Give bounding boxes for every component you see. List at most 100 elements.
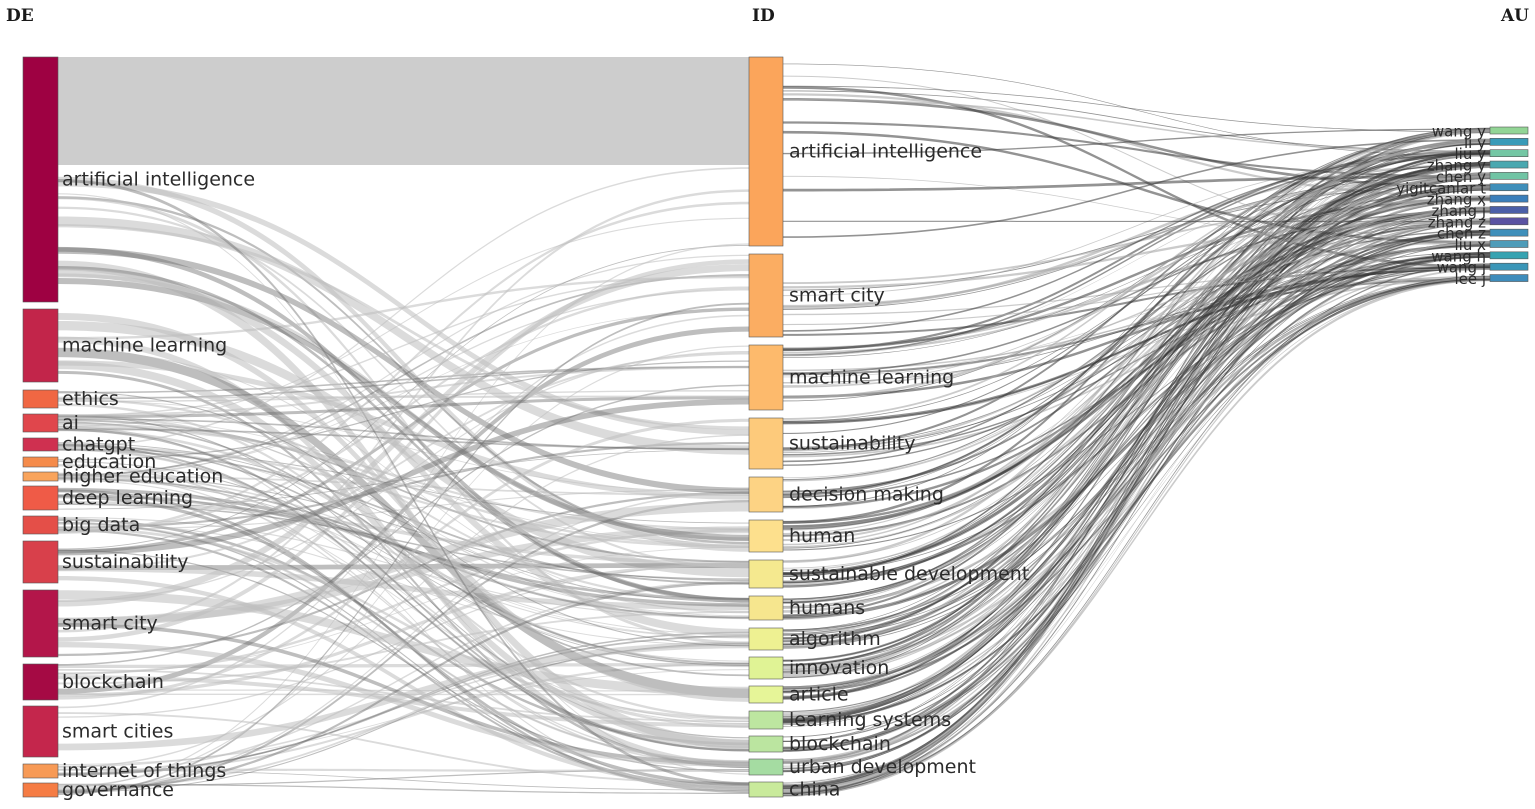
link-de-id — [58, 400, 749, 493]
link-de-id — [58, 366, 749, 417]
link-de-id — [58, 309, 749, 477]
link-id-au — [783, 241, 1490, 724]
link-de-id — [58, 193, 749, 775]
label-au-chen-z: chen z — [1437, 225, 1486, 243]
link-de-id — [58, 195, 749, 645]
link-de-id — [58, 206, 749, 569]
link-de-id — [58, 419, 749, 563]
node-id-humans — [748, 595, 784, 621]
link-id-au — [783, 63, 1490, 157]
link-de-id — [58, 268, 749, 638]
link-id-au — [783, 223, 1490, 569]
link-id-au — [783, 276, 1490, 674]
link-de-id — [58, 675, 749, 728]
link-de-id — [58, 418, 749, 451]
link-de-id — [58, 265, 749, 602]
link-de-id — [58, 487, 749, 607]
link-de-id — [58, 398, 749, 603]
label-au-liu-x: liu x — [1455, 236, 1487, 254]
node-de-ethics — [22, 389, 59, 409]
link-de-id — [58, 312, 749, 702]
link-id-au — [783, 183, 1490, 698]
link-id-au — [783, 127, 1490, 577]
link-id-au — [783, 151, 1490, 496]
link-de-id — [58, 243, 749, 789]
link-de-id — [58, 783, 749, 795]
link-de-id — [58, 414, 749, 620]
link-de-id — [58, 448, 749, 585]
link-id-au — [783, 152, 1490, 332]
link-de-id — [58, 712, 749, 785]
link-id-au — [783, 275, 1490, 749]
link-id-au — [783, 172, 1490, 531]
link-id-au — [783, 224, 1490, 454]
link-de-id — [58, 503, 749, 580]
link-id-au — [783, 130, 1490, 793]
link-de-id — [58, 526, 749, 720]
link-de-id — [58, 590, 749, 696]
link-id-au — [783, 230, 1490, 770]
link-id-au — [783, 195, 1490, 645]
node-au-zhang-x — [1489, 194, 1529, 203]
link-de-id — [58, 494, 749, 787]
label-id-innovation: innovation — [789, 657, 889, 679]
link-de-id — [58, 580, 749, 775]
link-id-au — [783, 231, 1490, 679]
label-id-sustainability: sustainability — [789, 433, 916, 455]
link-id-au — [783, 188, 1490, 463]
link-id-au — [783, 185, 1490, 693]
link-de-id — [58, 434, 749, 768]
link-id-au — [783, 93, 1490, 198]
link-id-au — [783, 86, 1490, 269]
link-de-id — [58, 178, 749, 786]
link-de-id — [58, 274, 749, 417]
link-id-au — [783, 209, 1490, 374]
link-id-au — [783, 130, 1490, 245]
node-id-china — [748, 781, 784, 798]
link-id-au — [783, 241, 1490, 388]
link-de-id — [58, 384, 749, 666]
link-de-id — [58, 526, 749, 625]
label-de-governance: governance — [62, 779, 174, 801]
link-de-id — [58, 768, 749, 787]
link-de-id — [58, 396, 749, 419]
link-de-id — [58, 391, 749, 647]
link-id-au — [783, 220, 1490, 289]
link-de-id — [58, 302, 749, 795]
node-au-zhang-y — [1489, 160, 1529, 169]
link-id-au — [783, 233, 1490, 765]
link-de-id — [58, 529, 749, 790]
link-id-au — [783, 175, 1490, 542]
link-de-id — [58, 314, 749, 709]
node-de-smart-city — [22, 589, 59, 658]
link-id-au — [783, 139, 1490, 649]
link-id-au — [783, 188, 1490, 723]
label-au-zhang-x: zhang x — [1427, 191, 1486, 209]
node-de-education — [22, 456, 59, 468]
column-header-de: DE — [6, 6, 34, 26]
link-id-au — [783, 186, 1490, 787]
link-id-au — [783, 277, 1490, 694]
link-id-au — [783, 265, 1490, 336]
label-id-smart-city: smart city — [789, 285, 885, 307]
link-de-id — [58, 428, 749, 450]
link-de-id — [58, 217, 749, 428]
link-id-au — [783, 90, 1490, 152]
link-id-au — [783, 175, 1490, 649]
column-header-id: ID — [752, 6, 775, 26]
link-id-au — [783, 207, 1490, 772]
link-de-id — [58, 428, 749, 752]
link-id-au — [783, 149, 1490, 352]
link-id-au — [783, 165, 1490, 667]
link-de-ai-id-ai — [58, 57, 749, 165]
link-de-id — [58, 275, 749, 340]
node-de-machine-learning — [22, 308, 59, 383]
node-de-governance — [22, 782, 59, 798]
node-au-li-y — [1489, 138, 1529, 146]
link-de-id — [58, 345, 749, 787]
link-de-id — [58, 565, 749, 611]
node-au-chen-y — [1489, 172, 1529, 180]
node-de-ai — [22, 413, 59, 433]
link-de-id — [58, 472, 749, 763]
link-id-au — [783, 196, 1490, 387]
